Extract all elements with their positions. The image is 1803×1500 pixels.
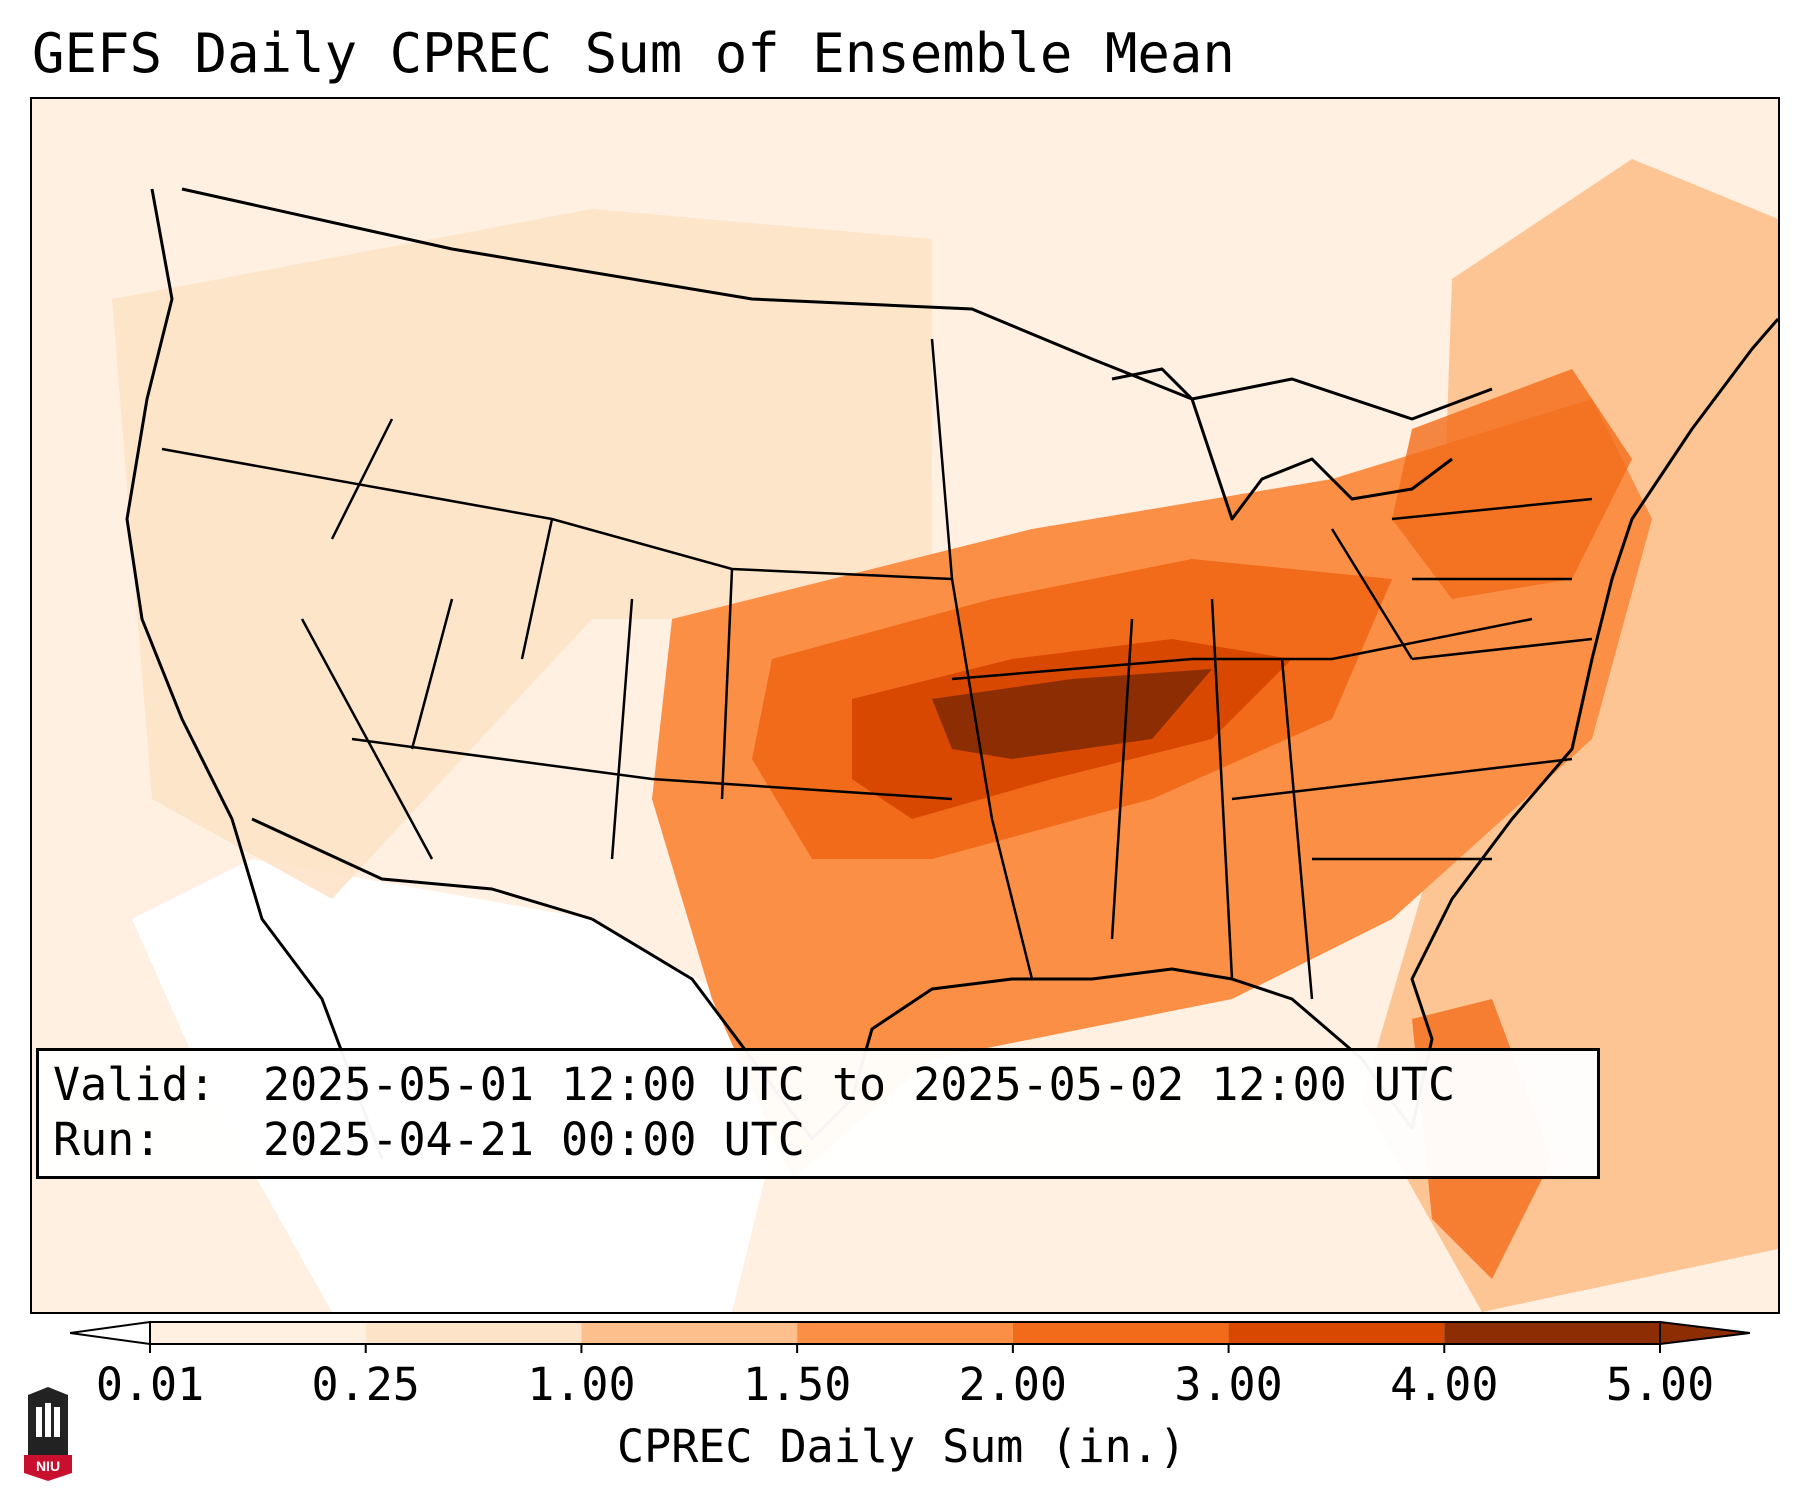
colorbar-tick-label-0: 0.01 [95, 1358, 205, 1411]
valid-label: Valid: [53, 1058, 216, 1111]
state-lines-west [161, 418, 953, 860]
mexico-border [251, 817, 593, 921]
colorbar-tick-label-7: 5.00 [1605, 1358, 1715, 1411]
run-label: Run: [53, 1113, 162, 1166]
colorbar-tick-label-1: 0.25 [311, 1358, 420, 1411]
valid-value: 2025-05-01 12:00 UTC to 2025-05-02 12:00… [263, 1058, 1456, 1111]
colorbar-segment-6 [1444, 1322, 1660, 1344]
colorbar-tick-label-3: 1.50 [742, 1358, 852, 1411]
colorbar-segment-2 [581, 1322, 798, 1344]
colorbar-tick-label-2: 1.00 [527, 1358, 636, 1411]
colorbar [70, 1320, 1750, 1353]
core-extreme-area [932, 669, 1212, 759]
colorbar-tick-label-6: 4.00 [1390, 1358, 1499, 1411]
west-light-area [112, 209, 932, 899]
atlantic-coastline [1410, 318, 1778, 1130]
logo-text: NIU [36, 1458, 60, 1474]
colorbar-segment-3 [797, 1322, 1013, 1344]
map-title: GEFS Daily CPREC Sum of Ensemble Mean [32, 22, 1235, 85]
colorbar-segment-0 [150, 1322, 366, 1344]
colorbar-tick-label-5: 3.00 [1174, 1358, 1283, 1411]
colorbar-outline [149, 1321, 1661, 1345]
state-lines-central [720, 338, 1533, 1000]
colorbar-extend-low [70, 1320, 151, 1346]
valid-run-info: Valid: 2025-05-01 12:00 UTC to 2025-05-02… [36, 1048, 1600, 1179]
colorbar-title: CPREC Daily Sum (in.) [617, 1420, 1186, 1473]
pacific-coastline [125, 188, 384, 1160]
state-lines-east [1231, 497, 1593, 861]
colorbar-tick-label-4: 2.00 [958, 1358, 1068, 1411]
colorbar-extend-high [1659, 1320, 1750, 1346]
colorbar-segment-5 [1228, 1322, 1445, 1344]
northeast-moderate-area [1392, 369, 1632, 599]
great-lakes [1111, 367, 1453, 521]
colorbar-segment-1 [365, 1322, 582, 1344]
niu-logo: NIU [24, 1387, 72, 1481]
canada-border [181, 187, 1493, 421]
run-value: 2025-04-21 00:00 UTC [263, 1113, 805, 1166]
colorbar-segment-4 [1012, 1322, 1229, 1344]
